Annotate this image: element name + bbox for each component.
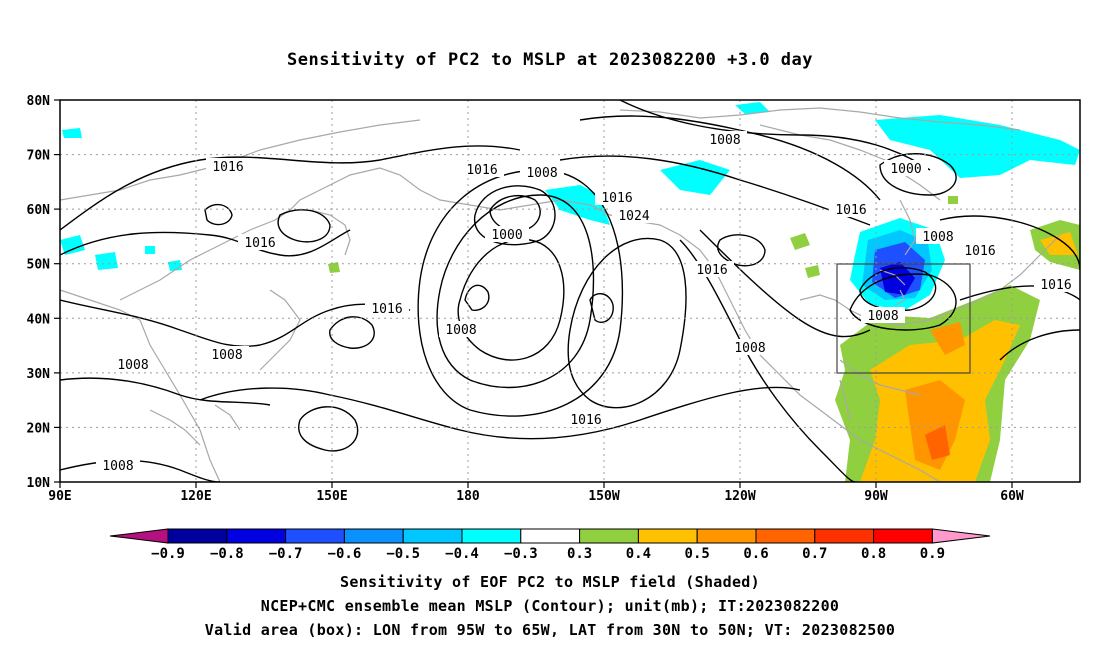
lat-label-50n: 50N [27,258,51,273]
contour-labels: 1016 1016 1016 1008 1016 1008 1000 1016 … [96,131,1078,474]
shade-positive-07 [925,425,950,460]
shade-positive-ne2 [1040,232,1078,255]
shade-negative-arctic [875,115,1080,178]
lon-label-90e: 90E [48,489,71,504]
contour-label: 1016 [1040,278,1071,293]
shade-negative-west3 [145,246,155,254]
colorbar-label: −0.4 [445,546,479,562]
contour-label: 1008 [867,309,898,324]
colorbar-label: 0.4 [626,546,651,562]
colorbar-cell [226,528,287,544]
lat-label-10n: 10N [27,476,51,491]
colorbar-label: −0.8 [210,546,244,562]
contour-label: 1008 [526,166,557,181]
colorbar-cell [285,528,345,544]
contour-label: 1016 [601,191,632,206]
axis-ticks [54,99,1013,488]
lat-label-30n: 30N [27,367,51,382]
contour-label: 1016 [964,244,995,259]
shade-negative-arctic2 [660,160,730,195]
shade-positive-small2 [805,265,820,278]
lon-label-120w: 120W [724,489,755,504]
lat-label-70n: 70N [27,149,51,164]
lat-label-20n: 20N [27,421,51,436]
contour-label: 1016 [570,413,601,428]
contour-label: 1008 [211,348,242,363]
lon-label-180: 180 [456,489,480,504]
shade-positive-small1 [790,233,810,250]
colorbar-label: −0.6 [328,546,362,562]
contour-label: 1016 [244,236,275,251]
colorbar-cell [637,528,698,544]
shade-negative-west1 [60,235,85,255]
colorbar-cell [167,528,228,544]
colorbar-cell [461,528,522,544]
colorbar-cell [343,528,404,544]
colorbar-cell [696,528,757,544]
shade-positive-small3 [328,262,340,273]
lon-label-120e: 120E [180,489,211,504]
contour-label: 1008 [734,341,765,356]
colorbar-low-triangle [109,528,169,544]
shade-negative-west5 [62,128,82,138]
contour-label: 1016 [371,302,402,317]
colorbar-cell [402,528,463,544]
colorbar-label: −0.5 [386,546,420,562]
shade-negative-arctic4 [735,102,770,114]
colorbar-label: 0.8 [861,546,886,562]
lon-label-150w: 150W [588,489,619,504]
colorbar-label: 0.3 [567,546,592,562]
colorbar-cell [520,528,581,544]
shade-negative-arctic3 [545,185,610,225]
colorbar-cell [814,528,875,544]
colorbar-cell [579,528,639,544]
lon-label-150e: 150E [316,489,347,504]
colorbar-cell [873,528,933,544]
contour-label: 1000 [890,162,921,177]
lat-label-40n: 40N [27,312,51,327]
shade-positive-06 [905,380,965,470]
colorbar-label: −0.9 [151,546,185,562]
colorbar: −0.9 −0.8 −0.7 −0.6 −0.5 −0.4 −0.3 0.3 0… [109,528,991,562]
caption-valid-area: Valid area (box): LON from 95W to 65W, L… [204,621,896,639]
shade-positive-small4 [948,196,958,204]
latitude-labels: 80N 70N 60N 50N 40N 30N 20N 10N [27,94,51,491]
lat-label-80n: 80N [27,94,51,109]
contour-label: 1016 [466,163,497,178]
contour-label: 1008 [102,459,133,474]
colorbar-label: −0.7 [269,546,303,562]
shade-negative-west2 [95,252,118,270]
contour-label: 1016 [696,263,727,278]
contour-label: 1008 [922,230,953,245]
contour-label: 1016 [835,203,866,218]
shaded-sensitivity-layer [60,102,1080,482]
valid-area-box [836,263,971,374]
colorbar-label: 0.5 [685,546,710,562]
shade-positive-06b [930,322,965,355]
caption-contour: NCEP+CMC ensemble mean MSLP (Contour); u… [260,597,840,615]
colorbar-label: 0.7 [802,546,827,562]
colorbar-label: 0.6 [743,546,768,562]
lat-label-60n: 60N [27,203,51,218]
map-frame [59,99,1081,483]
contour-label: 1008 [445,323,476,338]
contour-label: 1008 [709,133,740,148]
colorbar-label: 0.9 [920,546,945,562]
caption-shading: Sensitivity of EOF PC2 to MSLP field (Sh… [340,573,760,591]
contour-label: 1000 [491,228,522,243]
contour-label: 1016 [212,160,243,175]
longitude-labels: 90E 120E 150E 180 150W 120W 90W 60W [48,489,1024,504]
shade-negative-08 [880,262,915,295]
colorbar-high-triangle [931,528,991,544]
contour-label: 1024 [618,209,649,224]
lon-label-90w: 90W [864,489,888,504]
colorbar-label: −0.3 [504,546,538,562]
colorbar-cell [755,528,816,544]
map-title: Sensitivity of PC2 to MSLP at 2023082200… [286,50,813,70]
mslp-contours [60,100,1080,482]
contour-label: 1008 [117,358,148,373]
lon-label-60w: 60W [1000,489,1024,504]
